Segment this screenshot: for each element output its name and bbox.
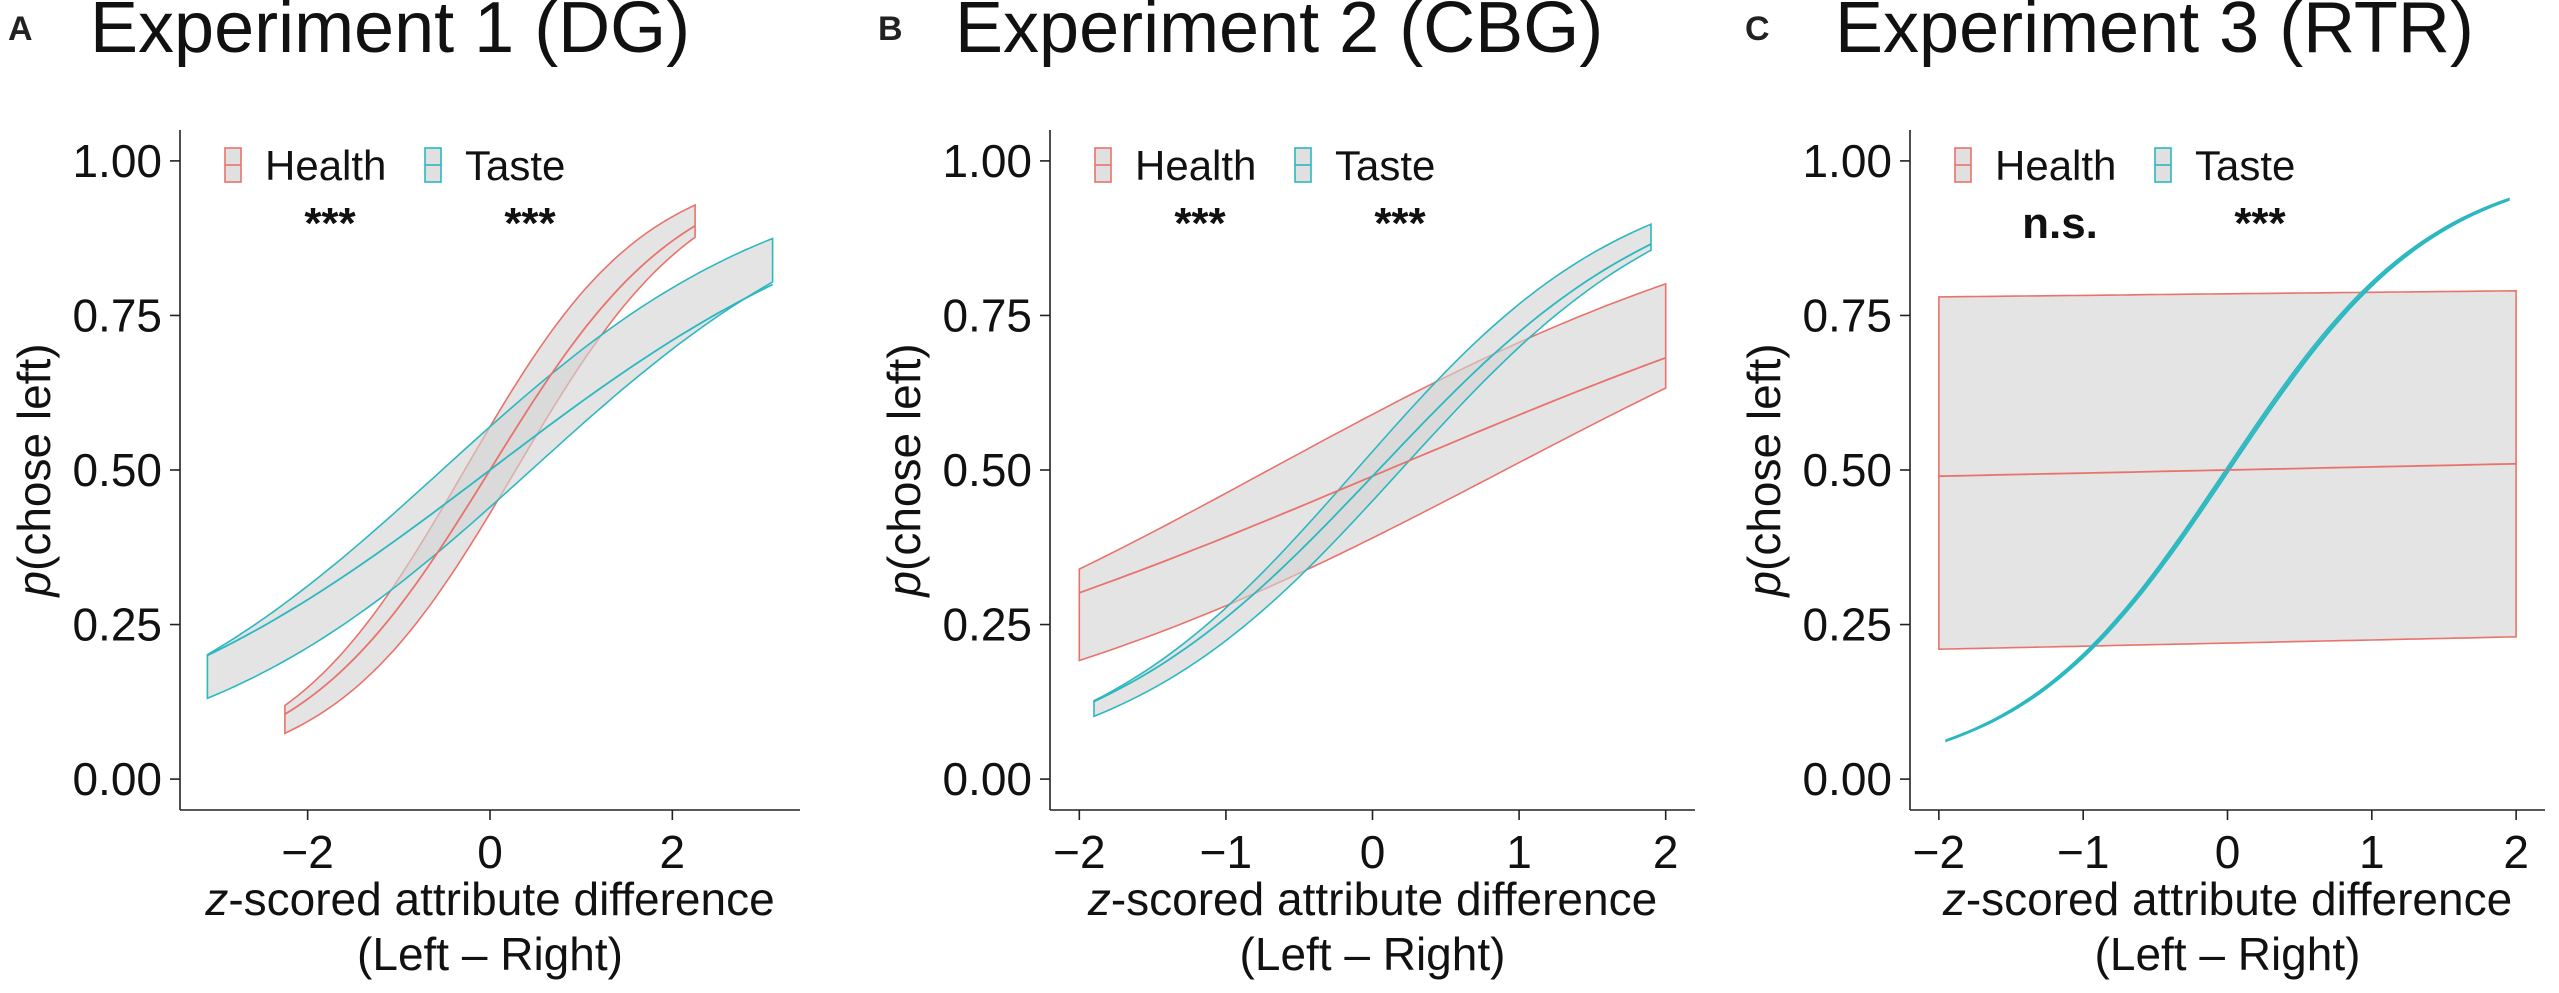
x-tick-label: −2: [281, 826, 333, 878]
legend-label-taste: Taste: [2195, 142, 2295, 189]
y-axis-label: p(chose left): [8, 343, 60, 598]
y-tick-label: 0.75: [1802, 289, 1892, 341]
y-tick-label: 1.00: [942, 135, 1032, 187]
x-axis-label: z-scored attribute difference: [204, 873, 774, 925]
y-tick-label: 0.00: [1802, 753, 1892, 805]
legend-item-taste: Taste ***: [424, 142, 565, 248]
y-axis-label: p(chose left): [1738, 343, 1790, 598]
panel-letter: A: [8, 10, 33, 48]
panel-b: B Experiment 2 (CBG) 0.00 0.25 0.50 0.75 1.00 −…: [878, 0, 1695, 980]
x-axis-label: z-scored attribute difference: [1942, 873, 2512, 925]
y-tick-label: 0.75: [72, 289, 162, 341]
significance-taste: ***: [1374, 199, 1426, 248]
legend-item-health: Health ***: [224, 142, 386, 248]
x-tick-label: 2: [1653, 826, 1679, 878]
taste-confidence-band: [1093, 222, 1652, 718]
panel-a: A Experiment 1 (DG) 0.00 0.25 0.50 0.75 1.00 −2…: [8, 0, 800, 980]
y-tick-label: 0.75: [942, 289, 1032, 341]
x-tick-label: 0: [477, 826, 503, 878]
y-axis-label: p(chose left): [878, 343, 930, 598]
legend-label-health: Health: [265, 142, 386, 189]
x-tick-label: 0: [1360, 826, 1386, 878]
x-axis-label-line2: (Left – Right): [1240, 928, 1506, 980]
x-tick-label: 0: [2215, 826, 2241, 878]
panel-letter: B: [878, 10, 903, 48]
x-axis-label-line2: (Left – Right): [357, 928, 623, 980]
legend-label-health: Health: [1135, 142, 1256, 189]
panel-title: Experiment 3 (RTR): [1835, 0, 2474, 68]
taste-fit-line: [1093, 243, 1652, 703]
panel-letter: C: [1745, 10, 1770, 48]
legend-item-taste: Taste ***: [2154, 142, 2295, 248]
y-tick-label: 0.50: [72, 444, 162, 496]
x-tick-label: −2: [1913, 826, 1965, 878]
panel-title: Experiment 1 (DG): [90, 0, 690, 68]
panel-title: Experiment 2 (CBG): [955, 0, 1603, 68]
y-tick-label: 1.00: [72, 135, 162, 187]
x-tick-label: −1: [2057, 826, 2109, 878]
x-tick-label: 2: [2503, 826, 2529, 878]
y-tick-label: 0.25: [1802, 599, 1892, 651]
y-tick-label: 1.00: [1802, 135, 1892, 187]
y-tick-label: 0.00: [72, 753, 162, 805]
x-tick-label: −2: [1053, 826, 1105, 878]
legend-label-taste: Taste: [1335, 142, 1435, 189]
significance-health: n.s.: [2022, 199, 2098, 248]
x-tick-label: 1: [1506, 826, 1532, 878]
y-tick-label: 0.25: [72, 599, 162, 651]
panel-c: C Experiment 3 (RTR) 0.00 0.25 0.50 0.75 1.00 −…: [1738, 0, 2545, 980]
x-tick-label: 1: [2359, 826, 2385, 878]
legend-item-health: Health n.s.: [1954, 142, 2116, 248]
x-axis-label-line2: (Left – Right): [2095, 928, 2361, 980]
x-tick-label: 2: [660, 826, 686, 878]
significance-health: ***: [304, 199, 356, 248]
y-tick-label: 0.50: [942, 444, 1032, 496]
y-tick-label: 0.00: [942, 753, 1032, 805]
y-tick-label: 0.50: [1802, 444, 1892, 496]
x-axis-label: z-scored attribute difference: [1087, 873, 1657, 925]
legend-label-taste: Taste: [465, 142, 565, 189]
significance-taste: ***: [504, 199, 556, 248]
legend-item-taste: Taste ***: [1294, 142, 1435, 248]
taste-fit-line: [206, 283, 774, 657]
taste-fit-line: [1945, 198, 2510, 742]
x-tick-label: −1: [1200, 826, 1252, 878]
significance-taste: ***: [2234, 199, 2286, 248]
legend-label-health: Health: [1995, 142, 2116, 189]
y-tick-label: 0.25: [942, 599, 1032, 651]
significance-health: ***: [1174, 199, 1226, 248]
legend-item-health: Health ***: [1094, 142, 1256, 248]
